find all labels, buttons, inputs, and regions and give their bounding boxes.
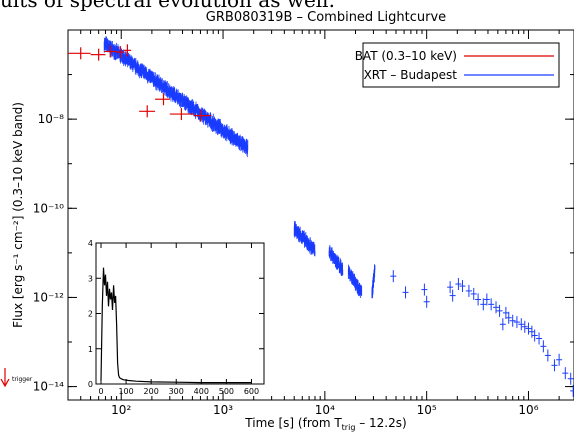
xrt-point (402, 286, 409, 299)
xrt-point (390, 270, 397, 283)
x-tick-label: 10³ (213, 403, 233, 417)
legend: BAT (0.3–10 keV) XRT – Budapest (355, 42, 560, 88)
xrt-point (447, 281, 454, 294)
xrt-point (421, 283, 428, 296)
xrt-point (531, 329, 538, 342)
inset-y-tick-label: 0 (88, 380, 93, 389)
xrt-point (455, 278, 462, 291)
y-tick-label: 10⁻⁸ (38, 112, 65, 126)
y-axis: 10⁻⁸ 10⁻¹⁰ 10⁻¹² 10⁻¹⁴ (33, 74, 574, 394)
xrt-point (567, 372, 574, 385)
bat-series (68, 44, 211, 122)
inset-y-tick-label: 1 (88, 345, 93, 354)
bat-point (169, 108, 195, 121)
inset-lightcurve-line (100, 267, 252, 384)
xrt-point (475, 293, 482, 306)
y-tick-label: 10⁻¹² (33, 290, 64, 304)
inset-y-tick-label: 3 (88, 274, 93, 283)
xrt-point (570, 384, 574, 397)
xrt-point (521, 320, 528, 333)
xrt-point (480, 298, 487, 311)
inset-x-tick-label: 400 (194, 387, 209, 396)
bat-point (139, 105, 156, 118)
xrt-point (493, 301, 500, 314)
inset-chart: 0 100 200 300 400 500 600 0 1 2 3 4 (88, 239, 265, 396)
plot-frame (67, 29, 574, 401)
xrt-point (525, 322, 532, 335)
x-axis-label: Time [s] (from Ttrig – 12.2s) (244, 416, 406, 432)
bat-point (104, 45, 117, 58)
xrt-point (459, 280, 466, 293)
x-axis: 10² 10³ 10⁴ 10⁵ 10⁶ (67, 30, 560, 417)
y-axis-label: Flux [erg s⁻¹ cm⁻²] (0.3–10 keV band) (11, 102, 25, 328)
bat-point (68, 47, 91, 60)
chart-title: GRB080319B – Combined Lightcurve (206, 10, 446, 25)
inset-x-tick-label: 500 (219, 387, 234, 396)
xrt-series (103, 36, 574, 397)
inset-x-tick-label: 0 (98, 387, 103, 396)
xrt-point (449, 289, 456, 302)
legend-xrt-label: XRT – Budapest (364, 68, 458, 82)
xrt-point (483, 293, 490, 306)
bat-point (115, 46, 125, 59)
inset-y-tick-label: 2 (88, 310, 93, 319)
trigger-label: trigger (12, 376, 33, 383)
trigger-marker: trigger (0, 368, 33, 388)
xrt-point (544, 349, 551, 362)
xrt-point (509, 314, 516, 327)
bat-point (123, 44, 132, 57)
inset-x-tick-label: 200 (144, 387, 159, 396)
xrt-point (496, 304, 503, 317)
inset-axes: 0 100 200 300 400 500 600 0 1 2 3 4 (88, 239, 264, 396)
xrt-point (502, 306, 509, 319)
xrt-point (556, 353, 563, 366)
y-tick-label: 10⁻¹⁴ (33, 380, 64, 394)
xrt-point (470, 287, 477, 300)
xrt-point (540, 340, 547, 353)
legend-bat-label: BAT (0.3–10 keV) (355, 49, 457, 63)
page-text-fragment: ults of spectral evolution as well. (0, 0, 335, 12)
inset-x-tick-label: 100 (118, 387, 133, 396)
x-tick-label: 10⁴ (315, 403, 335, 417)
x-tick-label: 10⁵ (417, 403, 437, 417)
trigger-arrow-head (0, 378, 10, 388)
inset-x-tick-label: 600 (244, 387, 259, 396)
y-tick-label: 10⁻¹⁰ (33, 201, 64, 215)
bat-point (194, 109, 211, 122)
x-tick-label: 10² (111, 403, 131, 417)
xrt-point (536, 332, 543, 345)
xrt-point (465, 284, 472, 297)
xrt-point (562, 367, 569, 380)
xrt-point (499, 318, 506, 331)
bat-point (155, 93, 170, 106)
xrt-point (513, 316, 520, 329)
bat-point (90, 48, 106, 61)
xrt-point (423, 295, 430, 308)
inset-frame (95, 242, 265, 385)
xrt-point (488, 298, 495, 311)
x-tick-label: 10⁶ (518, 403, 538, 417)
xrt-point (551, 359, 558, 372)
inset-x-tick-label: 300 (169, 387, 184, 396)
legend-box (362, 42, 560, 88)
xrt-point (518, 318, 525, 331)
xrt-point (505, 311, 512, 324)
inset-y-tick-label: 4 (88, 239, 93, 248)
